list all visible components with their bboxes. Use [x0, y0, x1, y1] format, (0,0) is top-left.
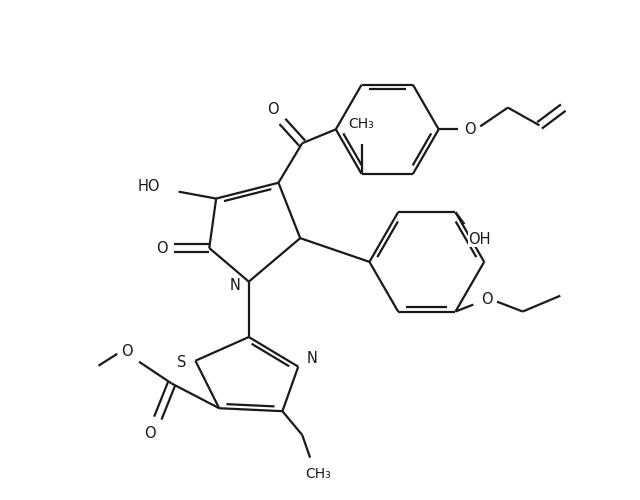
- Text: N: N: [307, 352, 317, 366]
- Text: O: O: [122, 344, 133, 360]
- Text: OH: OH: [468, 232, 490, 248]
- Text: CH₃: CH₃: [305, 468, 331, 481]
- Text: O: O: [156, 240, 168, 256]
- Text: O: O: [465, 122, 476, 137]
- Text: O: O: [481, 292, 493, 307]
- Text: O: O: [267, 102, 278, 117]
- Text: O: O: [144, 426, 156, 442]
- Text: CH₃: CH₃: [349, 118, 374, 132]
- Text: HO: HO: [138, 179, 160, 194]
- Text: N: N: [230, 278, 241, 293]
- Text: S: S: [177, 355, 186, 370]
